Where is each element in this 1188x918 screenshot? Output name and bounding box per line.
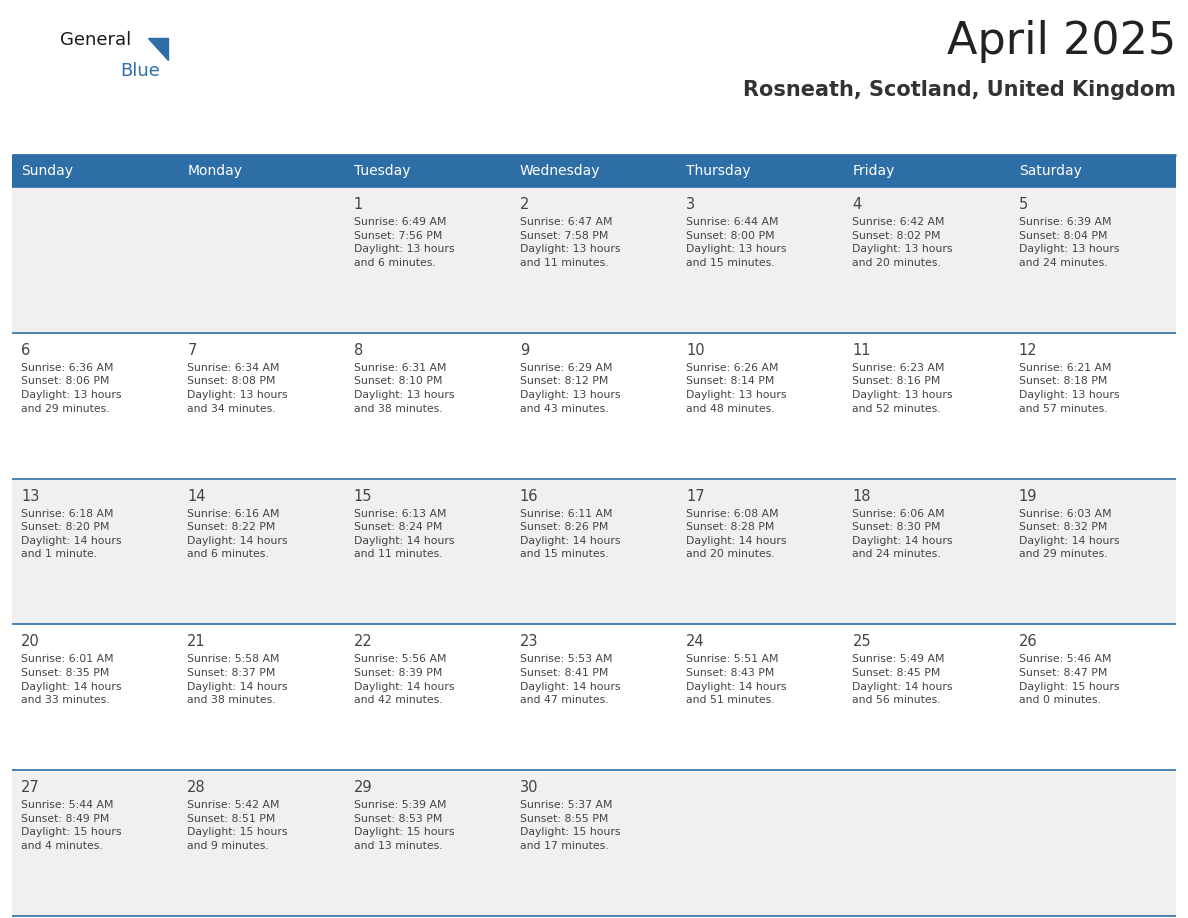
Text: Sunrise: 5:53 AM
Sunset: 8:41 PM
Daylight: 14 hours
and 47 minutes.: Sunrise: 5:53 AM Sunset: 8:41 PM Dayligh… xyxy=(520,655,620,705)
Text: Sunrise: 6:23 AM
Sunset: 8:16 PM
Daylight: 13 hours
and 52 minutes.: Sunrise: 6:23 AM Sunset: 8:16 PM Dayligh… xyxy=(853,363,953,414)
Bar xyxy=(178,155,345,187)
Text: Sunrise: 6:47 AM
Sunset: 7:58 PM
Daylight: 13 hours
and 11 minutes.: Sunrise: 6:47 AM Sunset: 7:58 PM Dayligh… xyxy=(520,217,620,268)
Text: 16: 16 xyxy=(520,488,538,504)
Text: Sunrise: 5:42 AM
Sunset: 8:51 PM
Daylight: 15 hours
and 9 minutes.: Sunrise: 5:42 AM Sunset: 8:51 PM Dayligh… xyxy=(188,800,287,851)
Text: Blue: Blue xyxy=(120,62,160,80)
Text: 5: 5 xyxy=(1019,197,1028,212)
Text: Sunrise: 5:49 AM
Sunset: 8:45 PM
Daylight: 14 hours
and 56 minutes.: Sunrise: 5:49 AM Sunset: 8:45 PM Dayligh… xyxy=(853,655,953,705)
Text: Sunrise: 6:06 AM
Sunset: 8:30 PM
Daylight: 14 hours
and 24 minutes.: Sunrise: 6:06 AM Sunset: 8:30 PM Dayligh… xyxy=(853,509,953,559)
Text: Sunrise: 5:56 AM
Sunset: 8:39 PM
Daylight: 14 hours
and 42 minutes.: Sunrise: 5:56 AM Sunset: 8:39 PM Dayligh… xyxy=(354,655,454,705)
Bar xyxy=(12,155,178,187)
Bar xyxy=(12,478,1176,624)
Text: Sunrise: 6:08 AM
Sunset: 8:28 PM
Daylight: 14 hours
and 20 minutes.: Sunrise: 6:08 AM Sunset: 8:28 PM Dayligh… xyxy=(687,509,786,559)
Bar xyxy=(12,333,1176,478)
Text: 23: 23 xyxy=(520,634,538,649)
Text: Thursday: Thursday xyxy=(687,164,751,178)
Text: 14: 14 xyxy=(188,488,206,504)
Text: 2: 2 xyxy=(520,197,529,212)
Text: Saturday: Saturday xyxy=(1019,164,1081,178)
Text: Sunrise: 6:29 AM
Sunset: 8:12 PM
Daylight: 13 hours
and 43 minutes.: Sunrise: 6:29 AM Sunset: 8:12 PM Dayligh… xyxy=(520,363,620,414)
Text: Sunrise: 6:39 AM
Sunset: 8:04 PM
Daylight: 13 hours
and 24 minutes.: Sunrise: 6:39 AM Sunset: 8:04 PM Dayligh… xyxy=(1019,217,1119,268)
Text: Monday: Monday xyxy=(188,164,242,178)
Text: Sunrise: 6:31 AM
Sunset: 8:10 PM
Daylight: 13 hours
and 38 minutes.: Sunrise: 6:31 AM Sunset: 8:10 PM Dayligh… xyxy=(354,363,454,414)
Text: Sunrise: 5:37 AM
Sunset: 8:55 PM
Daylight: 15 hours
and 17 minutes.: Sunrise: 5:37 AM Sunset: 8:55 PM Dayligh… xyxy=(520,800,620,851)
Text: Sunrise: 6:36 AM
Sunset: 8:06 PM
Daylight: 13 hours
and 29 minutes.: Sunrise: 6:36 AM Sunset: 8:06 PM Dayligh… xyxy=(21,363,121,414)
Text: Sunrise: 6:44 AM
Sunset: 8:00 PM
Daylight: 13 hours
and 15 minutes.: Sunrise: 6:44 AM Sunset: 8:00 PM Dayligh… xyxy=(687,217,786,268)
Text: Sunrise: 6:21 AM
Sunset: 8:18 PM
Daylight: 13 hours
and 57 minutes.: Sunrise: 6:21 AM Sunset: 8:18 PM Dayligh… xyxy=(1019,363,1119,414)
Text: Sunrise: 5:39 AM
Sunset: 8:53 PM
Daylight: 15 hours
and 13 minutes.: Sunrise: 5:39 AM Sunset: 8:53 PM Dayligh… xyxy=(354,800,454,851)
Text: Sunrise: 6:18 AM
Sunset: 8:20 PM
Daylight: 14 hours
and 1 minute.: Sunrise: 6:18 AM Sunset: 8:20 PM Dayligh… xyxy=(21,509,121,559)
Text: 13: 13 xyxy=(21,488,39,504)
Text: General: General xyxy=(61,31,131,49)
Text: Tuesday: Tuesday xyxy=(354,164,410,178)
Text: Sunrise: 6:49 AM
Sunset: 7:56 PM
Daylight: 13 hours
and 6 minutes.: Sunrise: 6:49 AM Sunset: 7:56 PM Dayligh… xyxy=(354,217,454,268)
Text: 1: 1 xyxy=(354,197,362,212)
Text: 3: 3 xyxy=(687,197,695,212)
Text: Sunrise: 5:58 AM
Sunset: 8:37 PM
Daylight: 14 hours
and 38 minutes.: Sunrise: 5:58 AM Sunset: 8:37 PM Dayligh… xyxy=(188,655,287,705)
Text: Sunrise: 5:44 AM
Sunset: 8:49 PM
Daylight: 15 hours
and 4 minutes.: Sunrise: 5:44 AM Sunset: 8:49 PM Dayligh… xyxy=(21,800,121,851)
Text: Rosneath, Scotland, United Kingdom: Rosneath, Scotland, United Kingdom xyxy=(742,80,1176,100)
Bar xyxy=(12,187,1176,333)
Text: Sunrise: 6:16 AM
Sunset: 8:22 PM
Daylight: 14 hours
and 6 minutes.: Sunrise: 6:16 AM Sunset: 8:22 PM Dayligh… xyxy=(188,509,287,559)
Text: 9: 9 xyxy=(520,342,529,358)
Text: 25: 25 xyxy=(853,634,871,649)
Text: 26: 26 xyxy=(1019,634,1037,649)
Text: Sunrise: 6:11 AM
Sunset: 8:26 PM
Daylight: 14 hours
and 15 minutes.: Sunrise: 6:11 AM Sunset: 8:26 PM Dayligh… xyxy=(520,509,620,559)
Text: 29: 29 xyxy=(354,780,372,795)
Bar xyxy=(511,155,677,187)
Text: 15: 15 xyxy=(354,488,372,504)
Bar xyxy=(843,155,1010,187)
Text: 20: 20 xyxy=(21,634,39,649)
Text: Sunrise: 6:03 AM
Sunset: 8:32 PM
Daylight: 14 hours
and 29 minutes.: Sunrise: 6:03 AM Sunset: 8:32 PM Dayligh… xyxy=(1019,509,1119,559)
Text: 17: 17 xyxy=(687,488,704,504)
Bar xyxy=(12,770,1176,916)
Text: Sunrise: 6:01 AM
Sunset: 8:35 PM
Daylight: 14 hours
and 33 minutes.: Sunrise: 6:01 AM Sunset: 8:35 PM Dayligh… xyxy=(21,655,121,705)
Text: Friday: Friday xyxy=(853,164,895,178)
Text: 8: 8 xyxy=(354,342,362,358)
Text: 10: 10 xyxy=(687,342,704,358)
Text: 28: 28 xyxy=(188,780,206,795)
Text: Sunrise: 5:46 AM
Sunset: 8:47 PM
Daylight: 15 hours
and 0 minutes.: Sunrise: 5:46 AM Sunset: 8:47 PM Dayligh… xyxy=(1019,655,1119,705)
Bar xyxy=(1010,155,1176,187)
Text: Sunrise: 6:13 AM
Sunset: 8:24 PM
Daylight: 14 hours
and 11 minutes.: Sunrise: 6:13 AM Sunset: 8:24 PM Dayligh… xyxy=(354,509,454,559)
Text: 12: 12 xyxy=(1019,342,1037,358)
Text: Sunday: Sunday xyxy=(21,164,72,178)
Text: 30: 30 xyxy=(520,780,538,795)
Text: 27: 27 xyxy=(21,780,39,795)
Text: 11: 11 xyxy=(853,342,871,358)
Text: 4: 4 xyxy=(853,197,861,212)
Text: 19: 19 xyxy=(1019,488,1037,504)
Text: Sunrise: 6:42 AM
Sunset: 8:02 PM
Daylight: 13 hours
and 20 minutes.: Sunrise: 6:42 AM Sunset: 8:02 PM Dayligh… xyxy=(853,217,953,268)
Text: 6: 6 xyxy=(21,342,30,358)
Text: 18: 18 xyxy=(853,488,871,504)
Bar xyxy=(12,624,1176,770)
Text: April 2025: April 2025 xyxy=(947,20,1176,63)
Text: 24: 24 xyxy=(687,634,704,649)
Text: Sunrise: 6:26 AM
Sunset: 8:14 PM
Daylight: 13 hours
and 48 minutes.: Sunrise: 6:26 AM Sunset: 8:14 PM Dayligh… xyxy=(687,363,786,414)
Polygon shape xyxy=(148,38,168,60)
Bar xyxy=(677,155,843,187)
Bar xyxy=(345,155,511,187)
Text: Wednesday: Wednesday xyxy=(520,164,600,178)
Text: Sunrise: 5:51 AM
Sunset: 8:43 PM
Daylight: 14 hours
and 51 minutes.: Sunrise: 5:51 AM Sunset: 8:43 PM Dayligh… xyxy=(687,655,786,705)
Text: Sunrise: 6:34 AM
Sunset: 8:08 PM
Daylight: 13 hours
and 34 minutes.: Sunrise: 6:34 AM Sunset: 8:08 PM Dayligh… xyxy=(188,363,287,414)
Text: 21: 21 xyxy=(188,634,206,649)
Text: 7: 7 xyxy=(188,342,197,358)
Text: 22: 22 xyxy=(354,634,372,649)
